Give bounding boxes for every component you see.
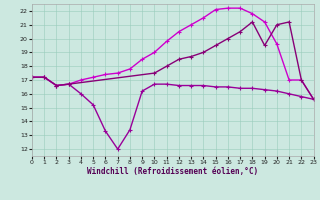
X-axis label: Windchill (Refroidissement éolien,°C): Windchill (Refroidissement éolien,°C)	[87, 167, 258, 176]
